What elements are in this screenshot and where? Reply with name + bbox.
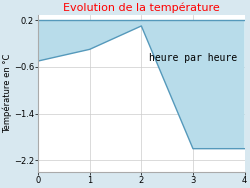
Y-axis label: Température en °C: Température en °C	[3, 54, 12, 133]
Title: Evolution de la température: Evolution de la température	[63, 3, 220, 13]
Text: heure par heure: heure par heure	[149, 53, 237, 63]
Polygon shape	[38, 20, 244, 149]
